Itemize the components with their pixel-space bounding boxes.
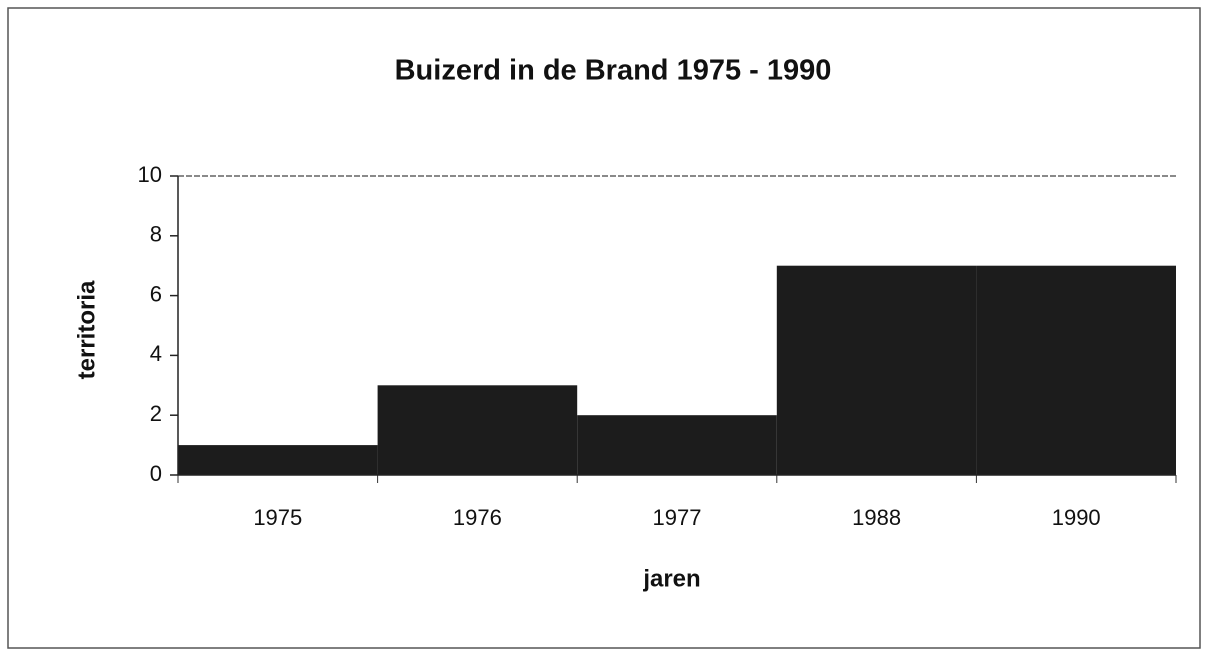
x-tick-label: 1977	[653, 505, 702, 530]
x-tick-label: 1975	[253, 505, 302, 530]
y-tick-label: 8	[150, 222, 162, 247]
y-tick-label: 10	[138, 162, 162, 187]
x-tick-label: 1976	[453, 505, 502, 530]
y-tick-label: 2	[150, 401, 162, 426]
bar	[178, 445, 378, 475]
y-tick-label: 0	[150, 461, 162, 486]
x-tick-label: 1990	[1052, 505, 1101, 530]
x-tick-label: 1988	[852, 505, 901, 530]
y-tick-label: 6	[150, 281, 162, 306]
y-axis-label: territoria	[73, 280, 100, 379]
bar	[377, 385, 578, 475]
x-axis-label: jaren	[642, 565, 700, 592]
chart-title: Buizerd in de Brand 1975 - 1990	[395, 55, 832, 87]
bar	[776, 265, 977, 475]
bar	[976, 265, 1176, 475]
y-tick-label: 4	[150, 341, 162, 366]
chart-border	[7, 7, 1201, 649]
bar	[577, 415, 777, 475]
